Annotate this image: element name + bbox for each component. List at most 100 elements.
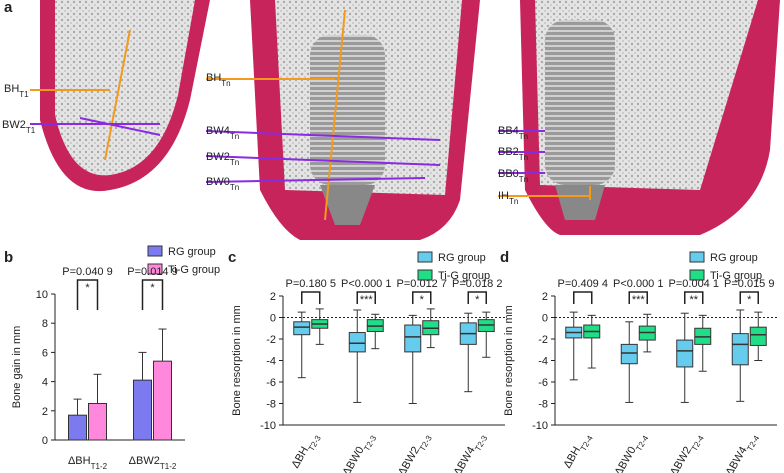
label-main: IH [498, 190, 509, 202]
p-value: P<0.000 1 [341, 278, 391, 290]
y-tick-label: -8 [538, 399, 548, 411]
p-value: P=0.014 9 [127, 266, 177, 278]
x-tick-label: ΔBW4T2-3 [452, 430, 490, 473]
label-sub: T2-3 [417, 433, 433, 452]
label-sub: Tn [519, 132, 528, 141]
y-tick-label: 6 [42, 347, 48, 359]
legend-swatch [147, 245, 163, 257]
label-sub: T2-4 [745, 433, 761, 452]
y-axis-label: Bone gain in mm [11, 326, 23, 409]
label-sub: Tn [230, 132, 239, 141]
y-tick-label: 2 [42, 406, 48, 418]
p-value: P=0.012 7 [397, 278, 447, 290]
y-tick-label: 10 [36, 289, 48, 301]
bar [68, 414, 87, 441]
label-sub: Tn [230, 158, 239, 167]
label-sub: T2-4 [689, 433, 705, 452]
bar [88, 403, 107, 441]
bar [153, 360, 172, 441]
panel-label: b [4, 249, 13, 266]
legend-swatch [147, 263, 163, 275]
significance-stars: * [150, 282, 155, 294]
label-main: BB0 [498, 168, 519, 180]
legend-swatch [689, 251, 705, 263]
y-tick-label: -2 [538, 334, 548, 346]
label-sub: T2-4 [634, 433, 650, 452]
label-sub: Tn [519, 153, 528, 162]
label-sub: T2-3 [306, 433, 322, 452]
illustration [30, 0, 780, 240]
box [620, 343, 638, 365]
significance-bracket [739, 291, 759, 304]
p-value: P=0.409 4 [558, 278, 608, 290]
significance-bracket [356, 291, 376, 304]
y-tick-label: -10 [260, 420, 276, 432]
y-tick-label: 0 [270, 313, 276, 325]
label-main: BW4 [206, 125, 230, 137]
y-tick-label: 8 [42, 318, 48, 330]
p-value: P<0.000 1 [613, 278, 663, 290]
legend-label: RG group [438, 252, 486, 264]
significance-bracket [628, 291, 648, 304]
y-tick-label: -4 [538, 356, 548, 368]
y-tick-label: -2 [266, 334, 276, 346]
annotation: BW2Tn [206, 151, 239, 167]
y-tick-label: -6 [538, 377, 548, 389]
label-main: BW2 [206, 151, 230, 163]
box [676, 339, 694, 368]
significance-stars: * [747, 294, 752, 306]
annotation: BW0Tn [206, 176, 239, 192]
label-sub: T1-2 [91, 462, 108, 471]
annotation: BW2T1 [2, 119, 36, 135]
significance-bracket [301, 291, 321, 304]
p-value: P=0.040 9 [62, 266, 112, 278]
label-main: BW2 [2, 119, 26, 131]
legend-label: RG group [710, 252, 758, 264]
panel-label: a [4, 0, 13, 16]
label-sub: T1-2 [160, 462, 177, 471]
label-sub: T1 [19, 90, 29, 99]
significance-stars: * [475, 294, 480, 306]
y-axis-label: Bone resorption in mm [503, 305, 515, 416]
annotation: BHTn [206, 72, 231, 88]
x-tick-label: ΔBW2T1-2 [129, 455, 177, 471]
label-main: BB4 [498, 125, 519, 137]
p-value: P=0.004 1 [669, 278, 719, 290]
label-sub: T2-3 [473, 433, 489, 452]
p-value: P=0.018 2 [452, 278, 502, 290]
y-axis-label: Bone resorption in mm [231, 305, 243, 416]
p-value: P=0.180 5 [286, 278, 336, 290]
x-tick-label: ΔBW0T2-4 [613, 430, 651, 473]
box [404, 324, 422, 353]
significance-stars: *** [360, 294, 374, 306]
y-tick-label: 0 [542, 313, 548, 325]
annotation: BB0Tn [498, 168, 528, 184]
significance-stars: * [85, 282, 90, 294]
x-tick-label: ΔBW0T2-3 [341, 430, 379, 473]
significance-bracket [76, 279, 99, 310]
label-sub: Tn [519, 175, 528, 184]
legend-label: Ti-G group [710, 270, 762, 282]
legend-swatch [417, 269, 433, 281]
annotation: BB4Tn [498, 125, 528, 141]
y-tick-label: -8 [266, 399, 276, 411]
annotation: BB2Tn [498, 146, 528, 162]
y-tick-label: 0 [42, 435, 48, 447]
box [731, 333, 749, 366]
x-tick-label: ΔBW2T2-4 [668, 430, 706, 473]
label-sub: T1 [26, 126, 36, 135]
panel-label: d [500, 249, 509, 266]
significance-bracket [684, 291, 704, 304]
label-main: BW0 [206, 176, 230, 188]
significance-stars: *** [632, 294, 646, 306]
box [293, 321, 311, 336]
label-sub: Tn [230, 183, 239, 192]
y-tick-label: -6 [266, 377, 276, 389]
y-tick-label: 2 [270, 291, 276, 303]
y-tick-label: -4 [266, 356, 276, 368]
label-main: ΔBW2 [129, 455, 160, 467]
label-sub: T2-3 [362, 433, 378, 452]
x-tick-label: ΔBW2T2-3 [396, 430, 434, 473]
significance-bracket [412, 291, 432, 304]
